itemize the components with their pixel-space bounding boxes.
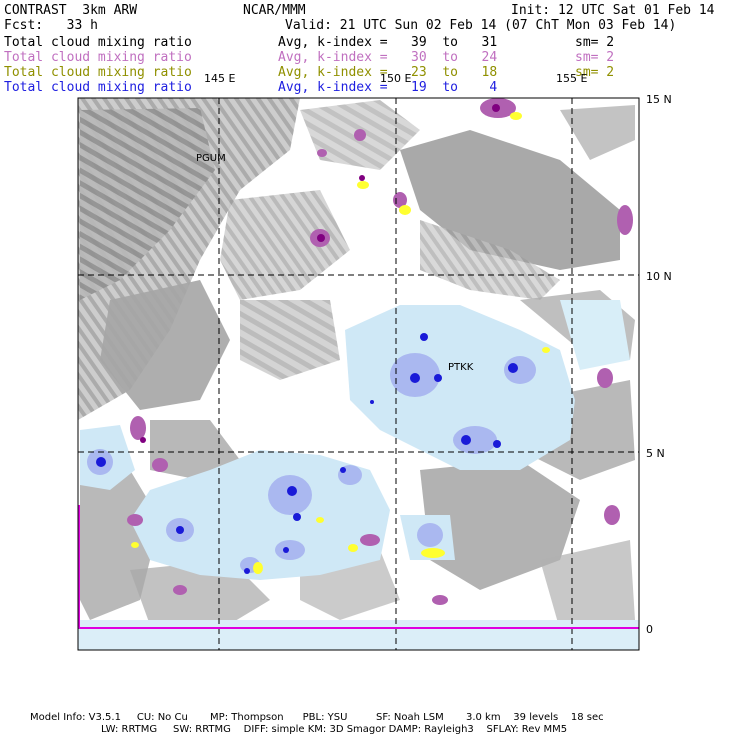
low-cloud-layer	[131, 112, 550, 574]
legend-field: Total cloud mixing ratio	[4, 35, 192, 50]
lon-label-155: 155 E	[556, 72, 587, 85]
lat-label-5n: 5 N	[646, 447, 665, 460]
legend-smoothing: sm= 2	[575, 35, 615, 50]
legend-range: Avg, k-index = 39 to 31	[278, 35, 498, 50]
map-frame	[77, 97, 640, 651]
init-time: Init: 12 UTC Sat 01 Feb 14	[511, 3, 715, 18]
model-info-line2: LW: RRTMG SW: RRTMG DIFF: simple KM: 3D …	[101, 724, 568, 735]
station-label: PTKK	[448, 362, 474, 373]
legend-range: Avg, k-index = 19 to 4	[278, 80, 498, 95]
station-ptkk: PTKK	[448, 362, 474, 373]
station-label: PGUM	[196, 153, 226, 164]
lon-label-145: 145 E	[204, 72, 235, 85]
dark-mid-cloud	[140, 104, 500, 443]
station-pgum: PGUM	[196, 153, 226, 164]
legend-smoothing: sm= 2	[575, 50, 615, 65]
legend-field: Total cloud mixing ratio	[4, 80, 192, 95]
model-title: CONTRAST 3km ARW	[4, 3, 138, 18]
lat-label-15n: 15 N	[646, 93, 672, 106]
legend-smoothing: sm= 2	[575, 65, 615, 80]
mid-cloud-layer	[127, 98, 633, 605]
valid-time: Valid: 21 UTC Sun 02 Feb 14 (07 ChT Mon …	[285, 18, 677, 33]
lon-label-150: 150 E	[380, 72, 411, 85]
legend-range: Avg, k-index = 30 to 24	[278, 50, 498, 65]
legend-field: Total cloud mixing ratio	[4, 50, 192, 65]
lat-label-0: 0	[646, 623, 653, 636]
equator-line	[78, 505, 639, 629]
lat-label-10n: 10 N	[646, 270, 672, 283]
legend-range: Avg, k-index = 23 to 18	[278, 65, 498, 80]
legend-field: Total cloud mixing ratio	[4, 65, 192, 80]
organization-label: NCAR/MMM	[243, 3, 306, 18]
model-info-line1: Model Info: V3.5.1 CU: No Cu MP: Thompso…	[30, 712, 604, 723]
forecast-hour: Fcst: 33 h	[4, 18, 98, 33]
deep-cloud-core	[96, 333, 518, 574]
